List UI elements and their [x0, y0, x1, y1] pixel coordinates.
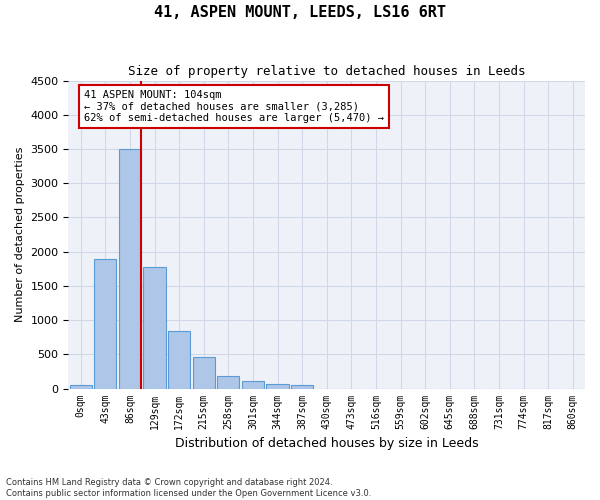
Y-axis label: Number of detached properties: Number of detached properties — [15, 147, 25, 322]
Bar — [70, 385, 92, 388]
Bar — [143, 267, 166, 388]
Bar — [217, 376, 239, 388]
X-axis label: Distribution of detached houses by size in Leeds: Distribution of detached houses by size … — [175, 437, 479, 450]
Bar — [168, 331, 190, 388]
Text: 41 ASPEN MOUNT: 104sqm
← 37% of detached houses are smaller (3,285)
62% of semi-: 41 ASPEN MOUNT: 104sqm ← 37% of detached… — [84, 90, 384, 123]
Bar — [266, 384, 289, 388]
Bar — [291, 386, 313, 388]
Bar — [242, 382, 264, 388]
Title: Size of property relative to detached houses in Leeds: Size of property relative to detached ho… — [128, 65, 526, 78]
Bar — [94, 258, 116, 388]
Text: Contains HM Land Registry data © Crown copyright and database right 2024.
Contai: Contains HM Land Registry data © Crown c… — [6, 478, 371, 498]
Text: 41, ASPEN MOUNT, LEEDS, LS16 6RT: 41, ASPEN MOUNT, LEEDS, LS16 6RT — [154, 5, 446, 20]
Bar — [119, 149, 141, 388]
Bar — [193, 358, 215, 388]
